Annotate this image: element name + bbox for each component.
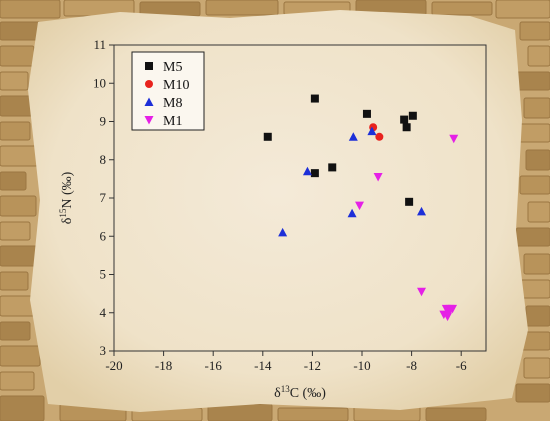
legend: M5 M10 M8 M1 xyxy=(131,51,205,131)
y-tick-label: 9 xyxy=(100,114,107,129)
brick xyxy=(527,201,550,223)
data-point-m8 xyxy=(348,132,358,141)
data-point-m1 xyxy=(417,287,427,297)
brick xyxy=(277,407,349,421)
y-tick-label: 5 xyxy=(100,267,107,282)
legend-marker-m8 xyxy=(144,97,154,106)
data-point-m8 xyxy=(347,208,357,218)
brick xyxy=(515,71,550,91)
brick xyxy=(523,357,550,379)
data-point-m5 xyxy=(400,115,409,124)
y-tick-label: 4 xyxy=(100,305,107,320)
brick xyxy=(0,145,39,167)
data-point-m1 xyxy=(355,201,365,211)
y-axis-ticks: 3 4 5 6 7 8 9 10 11 xyxy=(93,37,114,358)
legend-marker-m1 xyxy=(144,116,154,125)
brick xyxy=(527,45,550,67)
y-tick-label: 8 xyxy=(100,152,107,167)
x-tick-label: -18 xyxy=(155,358,172,373)
brick xyxy=(0,0,61,19)
x-axis-title: δ13C (‰) xyxy=(274,384,326,401)
brick xyxy=(525,149,550,171)
data-point-m1 xyxy=(373,172,383,182)
brick xyxy=(205,0,279,16)
data-point-m10 xyxy=(375,132,384,141)
data-point-m1 xyxy=(449,134,459,144)
data-point-m5 xyxy=(310,94,319,103)
brick xyxy=(0,371,35,391)
brick xyxy=(0,195,37,217)
brick xyxy=(0,345,41,367)
legend-label-m1: M1 xyxy=(163,114,182,129)
brick xyxy=(0,271,29,291)
data-point-m8 xyxy=(278,227,288,237)
y-tick-label: 7 xyxy=(100,190,107,205)
brick xyxy=(523,253,550,275)
brick xyxy=(0,121,31,141)
x-tick-label: -6 xyxy=(456,358,467,373)
data-point-m5 xyxy=(408,111,417,120)
legend-marker-m5 xyxy=(145,62,153,70)
brick xyxy=(523,97,550,119)
x-tick-label: -12 xyxy=(304,358,321,373)
brick xyxy=(0,45,35,67)
data-point-m8 xyxy=(302,166,312,176)
x-tick-label: -16 xyxy=(205,358,223,373)
brick xyxy=(0,21,41,41)
legend-marker-m10 xyxy=(145,80,153,88)
brick xyxy=(0,221,31,241)
x-axis-ticks: -20 -18 -16 -14 -12 -10 -8 -6 xyxy=(105,351,467,373)
brick xyxy=(525,305,550,327)
data-point-m5 xyxy=(310,169,319,178)
brick xyxy=(0,71,29,91)
legend-label-m10: M10 xyxy=(163,78,189,93)
x-tick-label: -20 xyxy=(105,358,122,373)
legend-box xyxy=(131,51,205,131)
brick xyxy=(0,171,27,191)
data-point-m1 xyxy=(443,312,453,322)
brick xyxy=(431,1,493,16)
brick xyxy=(517,123,550,143)
brick xyxy=(515,227,550,247)
brick xyxy=(519,21,550,41)
data-point-m5 xyxy=(405,197,414,206)
data-point-m5 xyxy=(362,109,371,118)
brick xyxy=(425,407,487,421)
brick xyxy=(0,321,31,341)
brick xyxy=(0,395,45,421)
x-tick-label: -10 xyxy=(353,358,370,373)
x-tick-label: -14 xyxy=(254,358,272,373)
x-tick-label: -8 xyxy=(406,358,417,373)
data-point-m5 xyxy=(328,163,337,172)
brick xyxy=(519,279,550,299)
y-tick-label: 11 xyxy=(93,37,106,52)
data-point-m5 xyxy=(263,132,272,141)
y-axis-title: δ15N (‰) xyxy=(58,171,75,224)
legend-label-m5: M5 xyxy=(163,60,182,75)
data-point-m5 xyxy=(402,123,411,132)
data-points xyxy=(263,94,459,322)
data-point-m8 xyxy=(367,126,377,136)
y-tick-label: 10 xyxy=(93,75,106,90)
y-tick-label: 3 xyxy=(100,343,107,358)
brick xyxy=(515,383,550,403)
data-point-m8 xyxy=(417,206,427,216)
legend-label-m8: M8 xyxy=(163,96,182,111)
y-tick-label: 6 xyxy=(100,228,107,243)
brick xyxy=(495,0,550,19)
brick xyxy=(519,175,550,195)
